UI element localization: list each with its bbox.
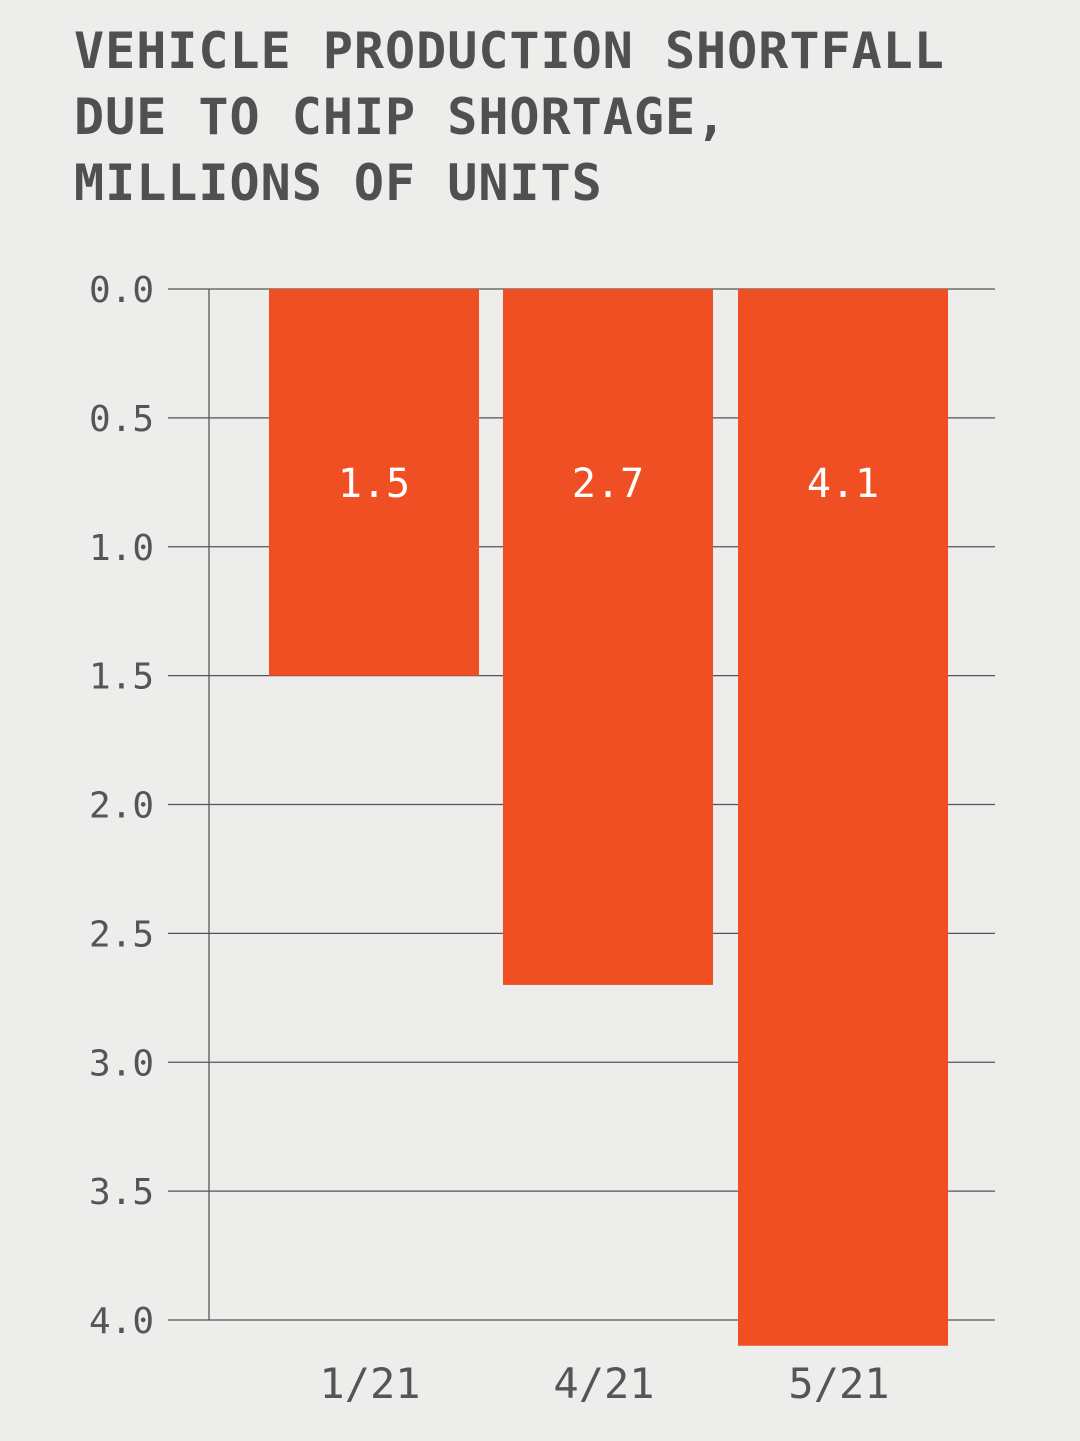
- label-layer: 1.5 2.7 4.1: [338, 461, 879, 507]
- x-tick-label: 1/21: [319, 1359, 420, 1408]
- y-tick-label: 1.5: [89, 657, 154, 698]
- bar: [503, 289, 713, 985]
- bar: [269, 289, 479, 676]
- y-tick-label: 3.5: [89, 1172, 154, 1213]
- y-tick-label: 2.0: [89, 786, 154, 827]
- x-tick-label: 4/21: [553, 1359, 654, 1408]
- bar-layer: [269, 289, 948, 1346]
- data-label: 4.1: [807, 461, 879, 507]
- y-tick-label: 1.0: [89, 528, 154, 569]
- y-tick-label: 0.5: [89, 399, 154, 440]
- chart-title: VEHICLE PRODUCTION SHORTFALL DUE TO CHIP…: [74, 22, 945, 212]
- bar: [738, 289, 948, 1346]
- y-tick-label: 4.0: [89, 1301, 154, 1342]
- data-label: 1.5: [338, 461, 410, 507]
- y-tick-label: 3.0: [89, 1043, 154, 1084]
- data-label: 2.7: [572, 461, 644, 507]
- y-tick-label: 0.0: [89, 270, 154, 311]
- y-tick-label: 2.5: [89, 914, 154, 955]
- x-tick-label: 5/21: [788, 1359, 889, 1408]
- axis-layer: 0.0 0.5 1.0 1.5 2.0 2.5 3.0 3.5 4.0 1/21 4/21 5/21: [89, 270, 890, 1408]
